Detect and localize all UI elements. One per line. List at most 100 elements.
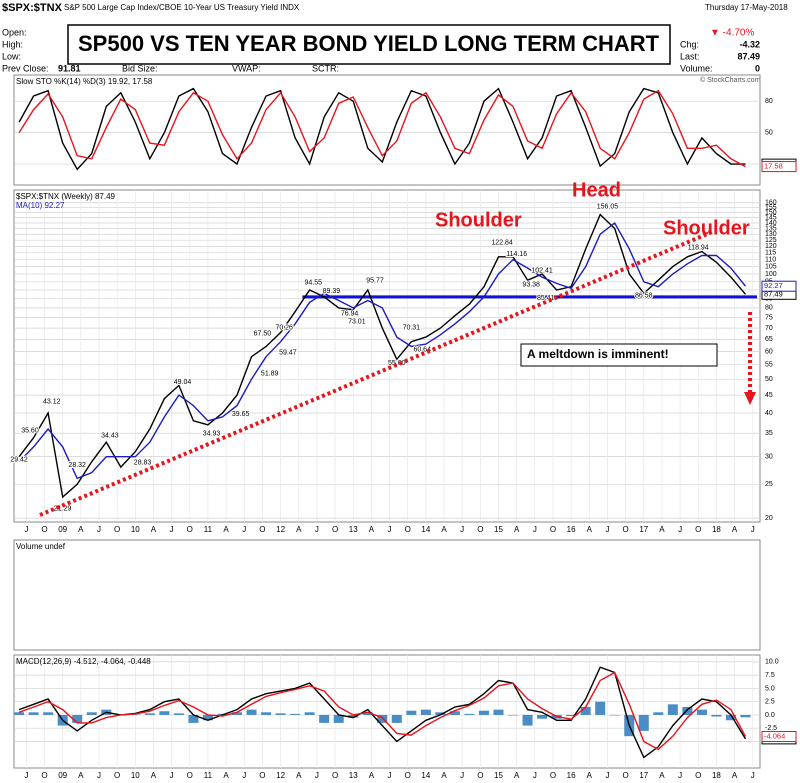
legend-entry: MA(10) 92.27 (16, 201, 65, 210)
series-line (18, 671, 747, 751)
x-tick-label: J (605, 771, 609, 780)
price-label: 76.94 (341, 311, 359, 318)
histogram-bar (435, 712, 446, 715)
histogram-bar (72, 714, 83, 723)
histogram-bar (595, 701, 606, 715)
x-tick-label: O (550, 771, 556, 780)
x-tick-label: 15 (494, 771, 503, 780)
price-label: 85.41 (537, 295, 555, 302)
x-tick-label: A (78, 525, 84, 534)
x-tick-label: A (296, 771, 302, 780)
histogram-bar (609, 714, 620, 716)
y-tick-label: 150 (765, 209, 777, 216)
x-tick-label: J (605, 525, 609, 534)
histogram-bar (86, 712, 97, 715)
price-label: 94.55 (305, 279, 323, 286)
price-label: 49.04 (174, 379, 192, 386)
price-label: 35.60 (21, 428, 39, 435)
panel-frame (13, 654, 761, 769)
histogram-bar (159, 711, 170, 715)
x-tick-label: 17 (639, 525, 648, 534)
x-tick-label: 11 (204, 525, 213, 534)
price-label: 118.94 (688, 245, 709, 252)
histogram-bar (580, 706, 591, 715)
x-tick-label: O (187, 525, 193, 534)
price-label: 70.26 (275, 324, 293, 331)
histogram-bar (478, 710, 489, 715)
x-tick-label: J (388, 525, 392, 534)
histogram-bar (319, 714, 330, 723)
price-label: 34.43 (101, 433, 119, 440)
y-tick-label: 80 (765, 305, 773, 312)
x-tick-label: O (405, 771, 411, 780)
legend-entry: $SPX:$TNX (Weekly) 87.49 (16, 192, 116, 201)
trend-line (39, 230, 713, 517)
y-tick-label: 10.0 (765, 659, 779, 666)
x-tick-label: J (242, 771, 246, 780)
x-tick-label: O (114, 525, 120, 534)
histogram-bar (304, 712, 315, 715)
y-tick-label: 120 (765, 243, 777, 250)
histogram-bar (173, 713, 184, 715)
price-label: 60.64 (413, 347, 431, 354)
last-value-label: 17.58 (764, 162, 783, 171)
price-label: 95.77 (366, 277, 384, 284)
y-tick-label: 45 (765, 392, 773, 399)
histogram-bar (246, 709, 257, 715)
x-tick-label: 10 (131, 771, 140, 780)
overlays: Shoulder Head Shoulder A meltdown is imm… (39, 179, 756, 517)
date: Thursday 17-May-2018 (705, 3, 788, 12)
x-tick-label: O (332, 771, 338, 780)
y-tick-label: 50 (765, 376, 773, 383)
y-tick-label: 130 (765, 231, 777, 238)
histogram-bar (348, 714, 359, 718)
panel-frame (13, 189, 761, 523)
y-tick-label: 70 (765, 325, 773, 332)
panel-title: MACD(12,26,9) -4.512, -4.064, -0.448 (16, 657, 151, 666)
histogram-bar (682, 706, 693, 715)
histogram-bar (14, 712, 25, 715)
x-tick-label: O (695, 771, 701, 780)
annotation: Shoulder (663, 217, 750, 239)
last-value-box (761, 280, 797, 292)
histogram-bar (449, 711, 460, 715)
vwap-label: VWAP: (232, 63, 261, 73)
histogram-bar (508, 714, 519, 716)
x-tick-label: A (441, 771, 447, 780)
histogram-bar (28, 712, 39, 715)
price-label: 93.38 (522, 281, 540, 288)
x-tick-label: 11 (204, 771, 213, 780)
last-value-label: 92.27 (764, 281, 783, 290)
price-label: 39.65 (232, 411, 250, 418)
x-tick-label: O (259, 771, 265, 780)
x-tick-label: O (41, 771, 47, 780)
y-tick-label: 40 (765, 410, 773, 417)
x-tick-label: J (533, 525, 537, 534)
series-line (18, 89, 746, 168)
x-tick-label: O (114, 771, 120, 780)
annotation: A meltdown is imminent! (527, 347, 669, 361)
histogram-bar (391, 714, 402, 723)
y-tick-label: 105 (765, 263, 777, 270)
histogram-bar (188, 714, 199, 723)
x-tick-label: A (223, 525, 229, 534)
high-label: High: (2, 39, 23, 49)
price-label: 21.29 (54, 506, 72, 513)
x-tick-label: A (441, 525, 447, 534)
x-tick-label: J (388, 771, 392, 780)
last-label: Last: (680, 51, 700, 61)
x-tick-label: 17 (639, 771, 648, 780)
x-tick-label: J (751, 771, 755, 780)
price-label: 55.60 (388, 360, 406, 367)
x-tick-label: J (97, 771, 101, 780)
y-tick-label: 50 (765, 129, 773, 136)
x-tick-label: A (151, 525, 157, 534)
x-tick-label: A (514, 771, 520, 780)
histogram-bar (711, 714, 722, 717)
volume-label: Volume: (680, 63, 713, 73)
y-tick-label: 65 (765, 336, 773, 343)
histogram-bar (638, 714, 649, 731)
x-tick-label: O (623, 771, 629, 780)
series-line (18, 666, 747, 759)
change-pct: ▼ -4.70% (710, 28, 754, 39)
